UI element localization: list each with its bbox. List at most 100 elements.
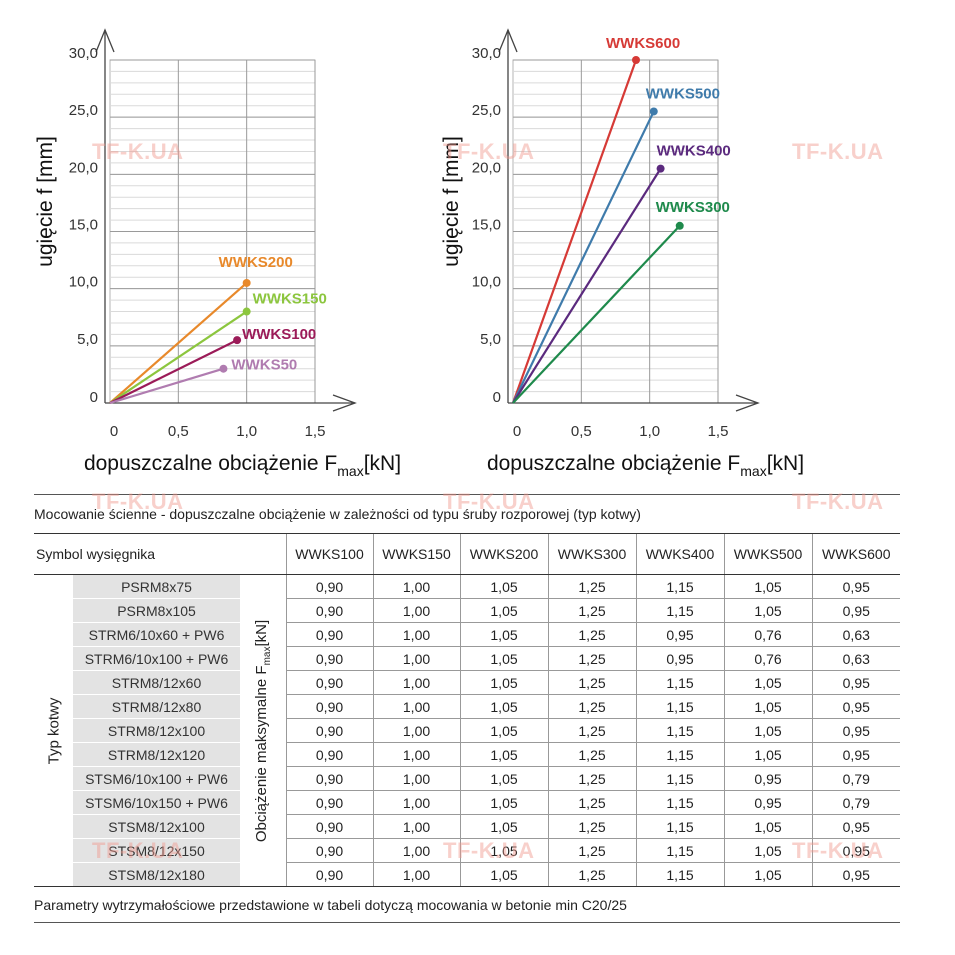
data-point-wwks500: [649, 107, 658, 116]
table-cell: 1,25: [547, 694, 637, 719]
anchor-type-label: Typ kotwy: [45, 697, 62, 764]
footnote: Parametry wytrzymałościowe przedstawione…: [34, 897, 627, 913]
table-cell: 0,79: [811, 766, 901, 791]
anchor-name: PSRM8x105: [73, 598, 240, 623]
x-tick-label: 0: [110, 423, 118, 440]
y-tick-label: 20,0: [69, 159, 98, 176]
table-cell: 0,79: [811, 790, 901, 815]
y-tick-label: 30,0: [472, 45, 501, 62]
table-cell: 1,00: [372, 766, 461, 791]
table-cell: 1,15: [635, 790, 725, 815]
table-cell: 1,25: [547, 814, 637, 839]
y-tick-label: 5,0: [77, 331, 98, 348]
column-header-wwks150: WWKS150: [372, 533, 461, 575]
table-row: STRM8/12x120 0,90 1,00 1,05 1,25 1,15 1,05 0,95: [34, 742, 901, 767]
x-tick-label: 0,5: [571, 423, 592, 440]
table-cell: 1,05: [723, 694, 813, 719]
table-row: STRM8/12x100 0,90 1,00 1,05 1,25 1,15 1,05 0,95: [34, 718, 901, 743]
table-cell: 1,05: [459, 646, 549, 671]
y-axis-arrow: [498, 28, 518, 53]
table-cell: 0,95: [723, 766, 813, 791]
table-cell: 0,90: [285, 790, 374, 815]
x-tick-label: 0,5: [168, 423, 189, 440]
y-axis-label: ugięcie f [mm]: [440, 136, 463, 267]
table-cell: 1,15: [635, 574, 725, 599]
table-cell: 1,05: [723, 718, 813, 743]
table-cell: 1,05: [459, 790, 549, 815]
table-cell: 0,95: [811, 598, 901, 623]
table-cell: 1,15: [635, 694, 725, 719]
y-tick-label: 20,0: [472, 159, 501, 176]
table-cell: 1,25: [547, 790, 637, 815]
table-row: STRM8/12x60 0,90 1,00 1,05 1,25 1,15 1,05 0,95: [34, 670, 901, 695]
series-label-wwks150: WWKS150: [253, 291, 327, 308]
table-cell: 0,95: [811, 862, 901, 887]
table-cell: 1,25: [547, 622, 637, 647]
anchor-name: STSM8/12x100: [73, 814, 240, 839]
y-tick-label: 0: [493, 389, 501, 406]
y-tick-label: 5,0: [480, 331, 501, 348]
y-tick-label: 0: [90, 389, 98, 406]
anchor-name: STRM8/12x100: [73, 718, 240, 743]
divider: [34, 922, 900, 923]
table-row: STRM6/10x60 + PW6 0,90 1,00 1,05 1,25 0,95 0,7…: [34, 622, 901, 647]
table-cell: 1,00: [372, 694, 461, 719]
table-cell: 0,63: [811, 646, 901, 671]
table-cell: 0,95: [811, 814, 901, 839]
series-line-wwks600: [511, 59, 638, 404]
y-tick-label: 25,0: [69, 102, 98, 119]
chart-left: 0 5,0 10,0 15,0 20,0 25,0 30,0 0 0,5 1,0 1,5 ugięci…: [34, 28, 401, 479]
table-cell: 1,00: [372, 646, 461, 671]
table-caption: Mocowanie ścienne - dopuszczalne obciąże…: [34, 506, 641, 522]
chart-right: 0 5,0 10,0 15,0 20,0 25,0 30,0 0 0,5 1,0 1,5 ugięci…: [440, 28, 804, 479]
y-axis-arrow: [95, 28, 115, 53]
y-tick-label: 30,0: [69, 45, 98, 62]
table-cell: 0,95: [811, 694, 901, 719]
table-cell: 1,05: [723, 742, 813, 767]
table-cell: 1,00: [372, 814, 461, 839]
table-cell: 1,05: [723, 670, 813, 695]
table-cell: 1,25: [547, 646, 637, 671]
table-cell: 0,90: [285, 622, 374, 647]
y-tick-label: 15,0: [472, 217, 501, 234]
table-cell: 0,95: [635, 622, 725, 647]
series-label-wwks400: WWKS400: [657, 143, 731, 160]
table-cell: 1,15: [635, 718, 725, 743]
series-label-wwks500: WWKS500: [646, 85, 720, 102]
x-tick-label: 1,5: [708, 423, 729, 440]
table-cell: 0,90: [285, 814, 374, 839]
x-tick-label: 1,0: [639, 423, 660, 440]
max-load-label-cell: Obciążenie maksymalne Fmax[kN]: [240, 574, 287, 887]
table-cell: 1,05: [723, 862, 813, 887]
table-cell: 1,25: [547, 766, 637, 791]
column-header-wwks200: WWKS200: [459, 533, 549, 575]
column-header-wwks400: WWKS400: [635, 533, 725, 575]
table-cell: 1,00: [372, 670, 461, 695]
table-cell: 1,05: [723, 814, 813, 839]
series-line-wwks150: [109, 310, 248, 404]
anchor-name: STRM6/10x60 + PW6: [73, 622, 240, 647]
table-cell: 1,25: [547, 862, 637, 887]
table-row: STRM6/10x100 + PW6 0,90 1,00 1,05 1,25 0,95 0,…: [34, 646, 901, 671]
anchor-name: STSM8/12x150: [73, 838, 240, 863]
max-load-label-sub: max: [261, 646, 273, 665]
x-axis-arrow: [735, 394, 760, 412]
table-cell: 1,15: [635, 838, 725, 863]
table-cell: 0,90: [285, 694, 374, 719]
charts-canvas: 0 5,0 10,0 15,0 20,0 25,0 30,0 0 0,5 1,0 1,5 ugięci…: [34, 28, 804, 479]
table-cell: 1,15: [635, 598, 725, 623]
watermark: TF-K.UA: [792, 489, 884, 514]
table-cell: 1,05: [459, 718, 549, 743]
divider: [34, 494, 900, 495]
table-cell: 1,15: [635, 670, 725, 695]
table-cell: 1,05: [459, 814, 549, 839]
table-cell: 1,05: [459, 598, 549, 623]
data-point-wwks150: [242, 307, 251, 316]
table-cell: 1,25: [547, 838, 637, 863]
series-line-wwks400: [512, 168, 662, 404]
x-axis-arrow: [332, 394, 357, 412]
anchor-name: STRM8/12x120: [73, 742, 240, 767]
table-cell: 1,00: [372, 790, 461, 815]
table-cell: 1,15: [635, 766, 725, 791]
table-cell: 1,05: [723, 598, 813, 623]
